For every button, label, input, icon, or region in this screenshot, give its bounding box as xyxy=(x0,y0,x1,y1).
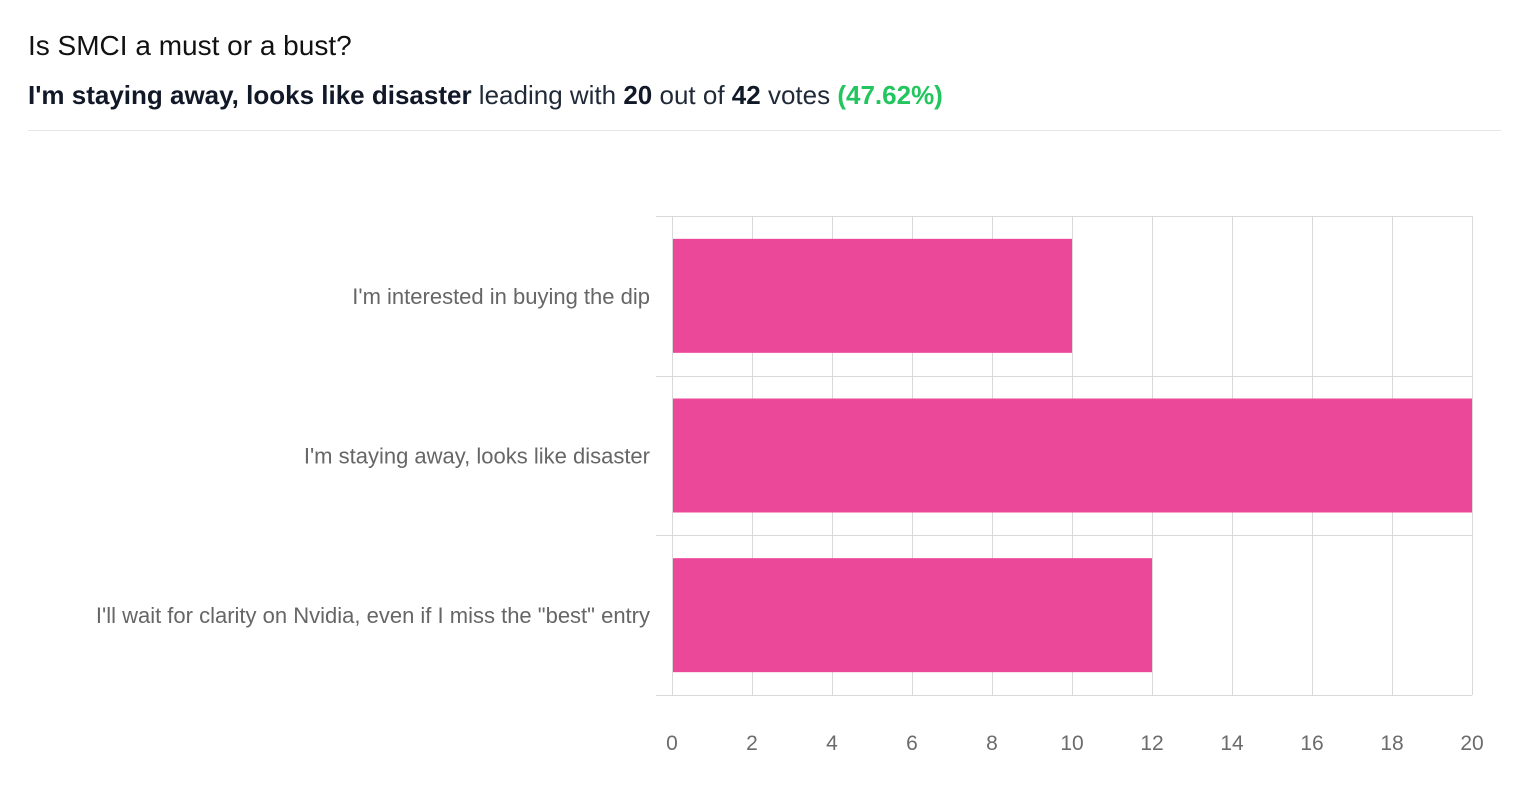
x-tick-label: 18 xyxy=(1380,732,1403,755)
x-tick-label: 10 xyxy=(1060,732,1083,755)
bar xyxy=(673,398,1472,513)
poll-title: Is SMCI a must or a bust? xyxy=(28,30,352,61)
category-label: I'm interested in buying the dip xyxy=(352,284,650,309)
label-layer: 0 2 4 6 8 10 12 14 16 18 20 I'm interested in buyin… xyxy=(96,284,1484,755)
x-tick-label: 12 xyxy=(1140,732,1163,755)
leader-percentage: (47.62%) xyxy=(837,80,943,110)
category-label: I'll wait for clarity on Nvidia, even if… xyxy=(96,603,650,628)
bar xyxy=(673,558,1152,673)
leading-with-text: leading with xyxy=(478,80,617,110)
leader-vote-count: 20 xyxy=(623,80,653,110)
votes-text: votes xyxy=(767,80,831,110)
x-tick-label: 6 xyxy=(906,732,918,755)
bar xyxy=(673,238,1072,353)
x-tick-label: 4 xyxy=(826,732,838,755)
bar-layer xyxy=(673,238,1472,673)
header-divider xyxy=(28,130,1501,131)
x-tick-label: 0 xyxy=(666,732,678,755)
x-tick-label: 14 xyxy=(1220,732,1244,755)
leading-option: I'm staying away, looks like disaster xyxy=(28,80,472,110)
category-label: I'm staying away, looks like disaster xyxy=(304,444,650,469)
x-tick-label: 8 xyxy=(986,732,998,755)
total-vote-count: 42 xyxy=(731,80,761,110)
x-tick-label: 16 xyxy=(1300,732,1323,755)
out-of-text: out of xyxy=(659,80,725,110)
poll-summary: I'm staying away, looks like disaster le… xyxy=(28,80,943,111)
x-tick-label: 2 xyxy=(746,732,758,755)
x-tick-label: 20 xyxy=(1460,732,1483,755)
